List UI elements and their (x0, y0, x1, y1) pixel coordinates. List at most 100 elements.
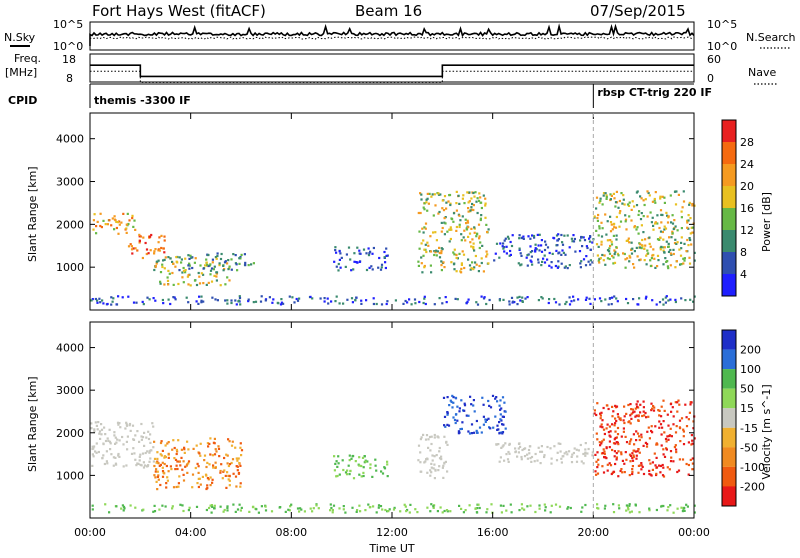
power-cell (178, 256, 181, 259)
power-cell (618, 212, 621, 215)
power-cell (616, 252, 619, 255)
power-cell (476, 197, 479, 200)
power-cell (426, 209, 429, 212)
velocity-cell (678, 458, 681, 461)
velocity-cell (380, 470, 383, 473)
power-cell (470, 227, 473, 230)
velocity-cell (482, 423, 485, 426)
power-cell (188, 262, 191, 265)
cpid-label: CPID (8, 94, 37, 107)
power-cell (613, 249, 616, 252)
velocity-cell (211, 478, 214, 481)
power-cell (118, 223, 121, 226)
velocity-cell (124, 427, 127, 430)
velocity-cell (118, 455, 121, 458)
velocity-cell (94, 450, 97, 453)
velocity-cell (617, 443, 620, 446)
power-cell (651, 200, 654, 203)
power-cell (472, 268, 475, 271)
power-cell (598, 227, 601, 230)
power-cell (510, 296, 514, 299)
velocity-cell (102, 442, 105, 445)
velocity-cell (674, 401, 677, 404)
velocity-cell (616, 426, 620, 430)
velocity-cell (663, 455, 667, 458)
velocity-cell (612, 442, 616, 445)
velocity-cell (359, 510, 362, 513)
power-cell (609, 221, 613, 224)
velocity-cell (183, 446, 186, 449)
velocity-cell (344, 511, 347, 514)
velocity-cell (596, 451, 599, 454)
freq-label-line2: [MHz] (5, 66, 37, 79)
power-cell (479, 217, 482, 220)
power-cell (658, 238, 661, 241)
velocity-cell (148, 460, 151, 463)
velocity-cell (627, 403, 630, 407)
velocity-cell (603, 432, 606, 436)
velocity-cell (514, 450, 517, 453)
velocity-cell (476, 431, 479, 434)
power-cell (455, 225, 458, 229)
velocity-cell (600, 411, 603, 414)
velocity-cell (683, 506, 686, 509)
velocity-cell (164, 444, 167, 447)
velocity-cell (209, 476, 212, 479)
x-tick-label: 00:00 (678, 526, 710, 539)
velocity-cell (138, 459, 141, 462)
power-cell (483, 296, 486, 299)
power-cell (213, 274, 216, 277)
power-cell (92, 219, 95, 222)
velocity-cell (104, 503, 107, 506)
power-cell (356, 246, 359, 249)
power-cell (580, 260, 583, 263)
power-cell (686, 219, 689, 222)
power-cell (209, 273, 212, 276)
power-cell (638, 210, 641, 213)
power-cell (472, 245, 475, 249)
power-cell (623, 203, 626, 206)
velocity-cell (169, 465, 172, 468)
power-cell (557, 233, 560, 236)
velocity-cell (179, 464, 182, 467)
velocity-cell (605, 427, 608, 430)
velocity-cell (652, 405, 655, 408)
velocity-cell (520, 503, 523, 506)
velocity-cell (621, 471, 624, 474)
power-cell (146, 296, 149, 299)
velocity-cell (210, 511, 213, 514)
velocity-cell (386, 475, 389, 478)
velocity-cell (494, 397, 497, 400)
power-cell (596, 254, 599, 257)
velocity-cell (615, 405, 619, 408)
power-cell (626, 302, 630, 305)
power-cell (601, 227, 604, 230)
power-cell (628, 260, 631, 263)
velocity-cell (312, 507, 315, 510)
power-cell (394, 299, 397, 302)
power-cell (448, 240, 451, 243)
power-cell (163, 258, 166, 261)
velocity-cell (529, 504, 532, 507)
power-cell (572, 240, 576, 243)
power-cell (650, 257, 653, 260)
velocity-cell (559, 442, 562, 445)
velocity-cell (354, 460, 357, 463)
power-cell (466, 221, 470, 224)
power-cell (206, 253, 209, 256)
power-cell (482, 270, 485, 273)
velocity-cell (609, 430, 612, 433)
power-cell (568, 303, 572, 306)
power-cell (473, 227, 476, 230)
velocity-cell (676, 401, 679, 404)
velocity-cell (478, 506, 481, 510)
velocity-cell (665, 447, 668, 450)
velocity-cell (620, 435, 623, 438)
velocity-cell (383, 467, 387, 470)
y-tick-label: 2000 (56, 218, 84, 231)
velocity-cell (364, 509, 367, 512)
power-cell (239, 256, 242, 259)
power-cell (613, 197, 616, 200)
power-cell (586, 246, 589, 250)
power-cell (455, 256, 458, 259)
